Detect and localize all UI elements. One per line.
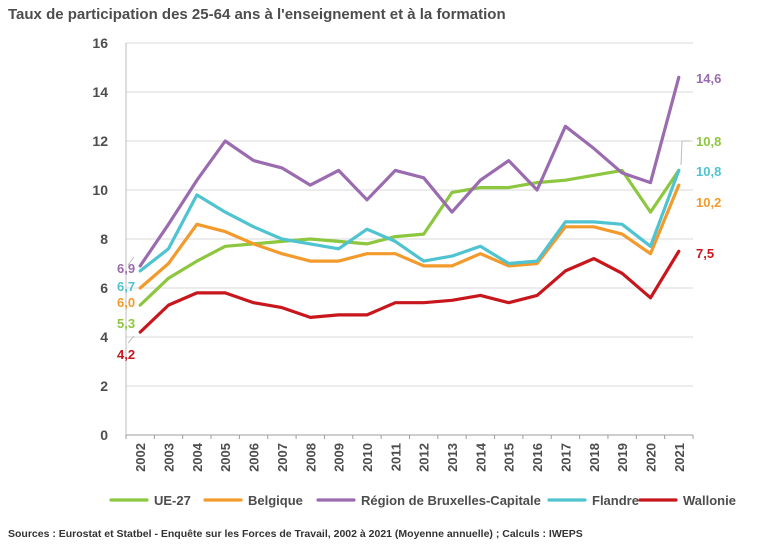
- x-tick-label: 2006: [247, 443, 262, 472]
- legend-label: Wallonie: [683, 493, 736, 508]
- x-tick-label: 2004: [190, 442, 205, 472]
- x-tick-label: 2020: [643, 443, 658, 472]
- chart-source: Sources : Eurostat et Statbel - Enquête …: [8, 528, 583, 540]
- y-tick-label: 6: [100, 280, 108, 296]
- start-data-label: 5,3: [117, 316, 135, 331]
- x-tick-label: 2015: [502, 443, 517, 472]
- x-tick-label: 2012: [417, 443, 432, 472]
- series-line: [138, 249, 681, 334]
- y-tick-label: 14: [92, 84, 108, 100]
- x-tick-label: 2018: [587, 443, 602, 472]
- label-connector: [127, 256, 135, 266]
- y-tick-label: 4: [100, 329, 108, 345]
- series-line: [138, 75, 681, 268]
- y-tick-label: 10: [92, 182, 108, 198]
- series-line: [138, 168, 681, 307]
- y-tick-label: 0: [100, 427, 108, 443]
- x-tick-label: 2008: [303, 443, 318, 472]
- label-connector: [127, 335, 135, 344]
- label-connector: [680, 140, 690, 166]
- legend-label: Région de Bruxelles-Capitale: [361, 493, 541, 508]
- x-tick-label: 2007: [275, 443, 290, 472]
- x-tick-label: 2019: [615, 443, 630, 472]
- legend-label: Belgique: [248, 493, 303, 508]
- end-data-label: 10,8: [696, 134, 721, 149]
- x-tick-label: 2011: [388, 443, 403, 471]
- x-tick-label: 2005: [218, 443, 233, 472]
- series-line: [138, 183, 681, 290]
- end-data-label: 14,6: [696, 71, 721, 86]
- y-tick-label: 8: [100, 231, 108, 247]
- end-data-label: 7,5: [696, 246, 714, 261]
- start-data-label: 6,7: [117, 279, 135, 294]
- chart-title: Taux de participation des 25-64 ans à l'…: [8, 6, 506, 23]
- x-tick-label: 2010: [360, 443, 375, 472]
- x-tick-label: 2009: [332, 443, 347, 472]
- x-tick-label: 2013: [445, 443, 460, 472]
- x-tick-label: 2017: [558, 443, 573, 472]
- end-data-label: 10,8: [696, 164, 721, 179]
- legend-label: Flandre: [592, 493, 639, 508]
- x-tick-label: 2003: [162, 443, 177, 472]
- x-tick-label: 2016: [530, 443, 545, 472]
- start-data-label: 4,2: [117, 347, 135, 362]
- series-line: [138, 168, 681, 273]
- end-data-label: 10,2: [696, 195, 721, 210]
- start-data-label: 6,9: [117, 261, 135, 276]
- start-data-label: 6,0: [117, 295, 135, 310]
- x-tick-label: 2002: [133, 443, 148, 472]
- y-tick-label: 16: [92, 35, 108, 51]
- x-tick-label: 2021: [672, 443, 687, 472]
- y-tick-label: 12: [92, 133, 108, 149]
- y-tick-label: 2: [100, 378, 108, 394]
- x-tick-label: 2014: [473, 442, 488, 472]
- legend-label: UE-27: [154, 493, 191, 508]
